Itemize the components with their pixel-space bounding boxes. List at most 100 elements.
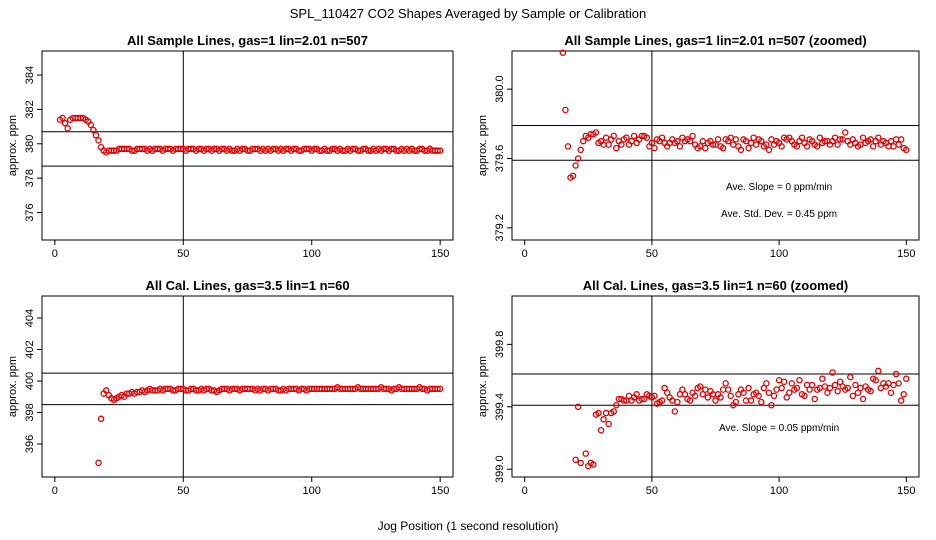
figure-title: SPL_110427 CO2 Shapes Averaged by Sample… xyxy=(290,6,647,21)
plot-frame xyxy=(41,50,454,241)
data-point xyxy=(699,391,707,398)
data-point xyxy=(59,114,66,122)
data-point xyxy=(651,144,658,152)
data-point xyxy=(663,389,671,396)
data-point xyxy=(778,384,785,392)
data-point xyxy=(763,141,770,148)
data-point xyxy=(852,381,859,389)
panel-sample-lines: All Sample Lines, gas=1 lin=2.01 n=507 0 5… xyxy=(7,33,454,260)
data-point xyxy=(717,394,724,401)
data-point xyxy=(826,384,834,392)
data-point xyxy=(816,134,824,141)
data-point xyxy=(602,409,610,417)
data-point xyxy=(714,136,722,143)
data-point xyxy=(737,146,745,154)
data-point xyxy=(719,144,727,152)
y-axis-label: approx. ppm xyxy=(477,356,489,417)
data-point xyxy=(768,401,775,409)
data-point xyxy=(681,391,689,398)
data-point xyxy=(569,172,577,180)
data-point xyxy=(689,132,696,140)
data-point xyxy=(900,391,907,398)
x-tick-label: 150 xyxy=(897,485,915,497)
data-point xyxy=(819,375,826,382)
data-point xyxy=(890,381,897,389)
data-point xyxy=(742,397,750,404)
data-point xyxy=(712,397,719,404)
data-point xyxy=(829,369,836,376)
data-point xyxy=(821,383,829,390)
data-point xyxy=(836,378,844,386)
data-point xyxy=(699,137,707,145)
data-point xyxy=(747,397,755,404)
data-point xyxy=(760,384,768,392)
data-point xyxy=(834,141,841,148)
y-axis-label: approx. ppm xyxy=(7,115,19,176)
data-point xyxy=(641,395,648,403)
data-point xyxy=(854,389,862,396)
data-point xyxy=(102,387,110,394)
data-point xyxy=(796,377,803,384)
x-tick-label: 50 xyxy=(646,485,658,497)
data-point xyxy=(803,143,811,150)
data-point xyxy=(602,134,610,141)
data-point xyxy=(610,132,618,140)
data-point xyxy=(831,381,839,389)
data-point xyxy=(643,134,651,141)
data-point xyxy=(436,385,444,393)
data-point xyxy=(892,370,900,378)
data-point xyxy=(775,377,783,384)
data-point xyxy=(755,392,762,400)
y-tick-label: 400 xyxy=(24,372,36,390)
data-point xyxy=(890,143,897,150)
data-point xyxy=(651,392,658,400)
data-point xyxy=(801,392,808,400)
data-point xyxy=(897,397,905,404)
data-point xyxy=(574,403,582,411)
data-point xyxy=(841,129,849,136)
data-point xyxy=(808,381,816,389)
data-point xyxy=(87,121,95,129)
data-point xyxy=(633,391,640,398)
x-tick-label: 100 xyxy=(770,248,788,260)
data-point xyxy=(740,389,747,396)
x-tick-label: 150 xyxy=(431,248,449,260)
data-point xyxy=(702,386,709,393)
data-point xyxy=(661,384,668,392)
data-point xyxy=(773,386,780,393)
panel-title: All Cal. Lines, gas=3.5 lin=1 n=60 xyxy=(145,278,349,293)
y-tick-label: 384 xyxy=(24,66,36,84)
plot-frame xyxy=(41,295,454,478)
data-point xyxy=(709,141,717,148)
data-point xyxy=(564,143,572,150)
data-point xyxy=(758,398,765,406)
data-point xyxy=(887,389,895,396)
data-point xyxy=(630,132,638,140)
data-point xyxy=(732,136,740,143)
y-axis-label: approx. ppm xyxy=(477,115,489,176)
data-point xyxy=(834,387,841,395)
y-tick-label: 396 xyxy=(24,435,36,453)
data-point xyxy=(61,119,69,127)
data-point xyxy=(763,380,770,387)
data-point xyxy=(620,397,628,404)
data-point xyxy=(574,155,582,162)
data-point xyxy=(577,146,584,154)
y-tick-label: 382 xyxy=(24,100,36,118)
data-point xyxy=(867,387,874,395)
data-point xyxy=(97,415,105,423)
data-point xyxy=(95,137,102,144)
data-point xyxy=(572,456,579,464)
x-tick-label: 0 xyxy=(52,485,58,497)
data-point xyxy=(559,49,567,56)
annotation-text: Ave. Slope = 0.05 ppm/min xyxy=(719,423,839,434)
data-point xyxy=(686,137,694,145)
data-point xyxy=(875,367,882,375)
x-tick-label: 50 xyxy=(646,248,658,260)
data-point xyxy=(793,384,801,392)
data-point xyxy=(436,147,444,154)
panel-sample-lines-zoomed: All Sample Lines, gas=1 lin=2.01 n=507 (… xyxy=(477,33,920,260)
data-point xyxy=(613,401,620,409)
data-point xyxy=(869,143,877,150)
